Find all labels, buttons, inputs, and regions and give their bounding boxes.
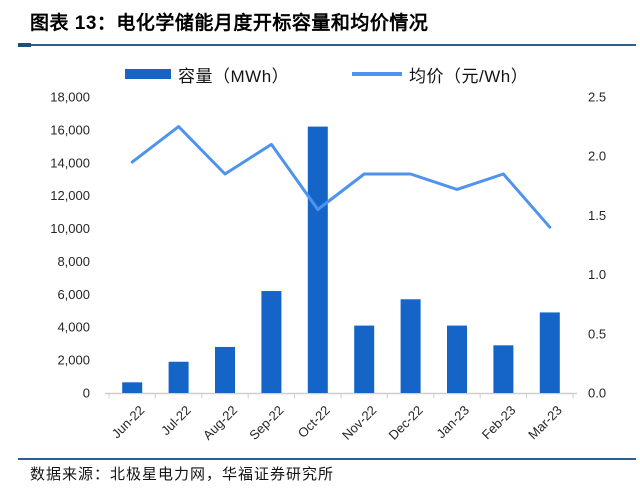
price-swatch-icon [352, 72, 402, 76]
capacity-bar [354, 325, 375, 393]
right-axis-tick-label: 2.0 [588, 149, 606, 164]
capacity-bar [400, 299, 421, 393]
capacity-bar [168, 361, 189, 393]
capacity-bar [215, 346, 235, 393]
x-axis-category-label: Feb-23 [479, 403, 519, 443]
title-divider-accent [18, 43, 31, 47]
capacity-bar [261, 291, 282, 393]
x-axis-category-label: Mar-23 [525, 403, 565, 443]
left-axis-tick-label: 2,000 [57, 353, 90, 368]
capacity-bar [122, 382, 143, 393]
left-axis-tick-label: 4,000 [57, 320, 90, 335]
right-axis-tick-label: 1.0 [588, 267, 606, 282]
data-source: 数据来源：北极星电力网，华福证券研究所 [30, 465, 335, 483]
left-axis-tick-label: 12,000 [50, 188, 90, 203]
x-axis-category-label: Oct-22 [295, 403, 333, 441]
x-axis-category-label: Sep-22 [246, 403, 286, 443]
legend-label-price: 均价（元/Wh） [409, 66, 529, 86]
right-axis-tick-label: 1.5 [588, 208, 606, 223]
title-divider [18, 43, 636, 47]
right-axis-tick-label: 0.5 [588, 326, 606, 341]
capacity-swatch-icon [125, 69, 171, 79]
legend-item-price: 均价（元/Wh） [352, 61, 528, 87]
left-axis-tick-label: 16,000 [50, 122, 90, 137]
left-axis-tick-label: 6,000 [57, 287, 90, 302]
legend-item-capacity: 容量（MWh） [125, 61, 289, 87]
capacity-bar [307, 126, 328, 393]
left-axis-tick-label: 14,000 [50, 155, 90, 170]
x-axis-category-label: Jan-23 [433, 403, 472, 442]
right-axis-tick-label: 0.0 [588, 386, 606, 401]
left-axis-tick-label: 18,000 [50, 90, 90, 105]
left-axis-tick-label: 10,000 [50, 221, 90, 236]
left-axis-tick-label: 8,000 [57, 254, 90, 269]
x-axis-category-label: Dec-22 [385, 403, 425, 443]
x-axis-category-label: Nov-22 [339, 403, 379, 443]
x-axis-category-label: Jun-22 [109, 403, 148, 442]
x-axis-category-label: Jul-22 [158, 403, 194, 439]
capacity-bar [493, 345, 514, 393]
right-axis-tick-label: 2.5 [588, 90, 606, 105]
combo-chart: 0 2,000 4,000 6,000 8,000 10,000 12,000 14,000 1… [50, 90, 606, 443]
x-axis-category-label: Aug-22 [200, 403, 240, 443]
capacity-bar [539, 312, 560, 393]
capacity-bar [447, 325, 467, 393]
left-axis-tick-label: 0 [83, 386, 90, 401]
price-line [130, 125, 552, 229]
footer-divider [18, 458, 636, 460]
legend-label-capacity: 容量（MWh） [178, 66, 290, 86]
figure-title: 图表 13：电化学储能月度开标容量和均价情况 [30, 13, 429, 34]
